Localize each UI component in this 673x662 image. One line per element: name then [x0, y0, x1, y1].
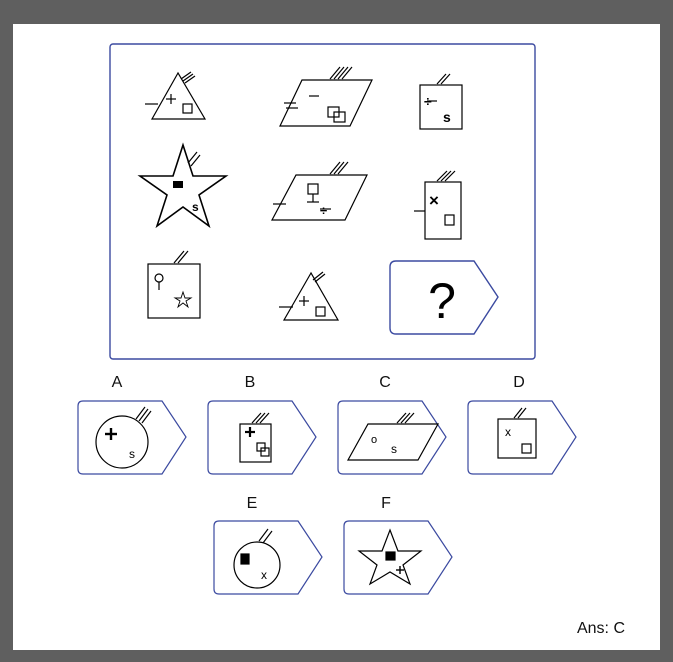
stand-square-icon [307, 183, 319, 203]
star-icon [357, 528, 423, 586]
square-icon [497, 418, 537, 459]
answer-slot[interactable] [389, 260, 499, 335]
option-a-figure [95, 406, 152, 469]
filled-rect-icon [385, 551, 396, 561]
question-mark: ? [428, 273, 456, 329]
stripe-lines [173, 250, 185, 264]
triangle-icon [282, 271, 340, 321]
option-b-card[interactable] [207, 400, 317, 475]
option-e-figure [233, 528, 281, 589]
letter-s-glyph: s [129, 447, 135, 461]
square-icon [444, 214, 455, 226]
option-b-figure [239, 412, 272, 463]
option-d-figure [497, 407, 537, 459]
rectangle-icon [419, 84, 463, 130]
grid-cell-1 [145, 71, 207, 120]
times-glyph: × [429, 191, 439, 210]
letter-x-glyph: x [505, 425, 511, 439]
square-icon [147, 263, 201, 319]
letter-x-glyph: x [261, 568, 267, 582]
puzzle-grid-frame [109, 43, 536, 360]
parallelogram-icon [346, 423, 440, 461]
option-e-card[interactable] [213, 520, 323, 595]
letter-o-glyph: o [371, 434, 377, 446]
filled-rect-icon [240, 553, 250, 565]
option-f-card[interactable] [343, 520, 453, 595]
triangle-icon [150, 71, 207, 120]
option-f-figure [357, 528, 423, 586]
option-d-card[interactable] [467, 400, 577, 475]
stripe-lines [258, 528, 269, 542]
stripe-lines [513, 407, 523, 419]
stripe-lines [187, 151, 198, 164]
letter-s-glyph: s [391, 442, 397, 456]
stripe-lines [180, 71, 192, 80]
option-d-label: D [513, 374, 525, 391]
option-c-card[interactable] [337, 400, 447, 475]
grid-cell-4 [137, 142, 229, 229]
option-a-label: A [112, 374, 123, 391]
paper-sheet [13, 24, 660, 650]
letter-s-glyph: s [443, 109, 451, 125]
parallelogram-icon [279, 79, 373, 127]
pin-icon [154, 273, 164, 290]
grid-cell-3 [419, 73, 463, 130]
stripe-lines [436, 73, 447, 85]
square-icon [182, 103, 193, 114]
stripe-lines [135, 406, 146, 420]
option-c-figure [346, 412, 440, 461]
grid-cell-2 [279, 66, 373, 127]
star-icon [137, 142, 229, 229]
answer-text: Ans: C [577, 620, 625, 637]
rectangle-icon [239, 423, 272, 463]
option-b-label: B [245, 374, 256, 391]
stripe-lines [329, 161, 341, 175]
circle-icon [233, 541, 281, 589]
grid-cell-7 [147, 250, 201, 319]
stripe-lines [251, 412, 262, 424]
square-icon [521, 443, 532, 454]
grid-cell-5 [271, 161, 368, 221]
option-c-label: C [379, 374, 391, 391]
stripe-lines [329, 66, 341, 80]
option-f-label: F [381, 495, 391, 512]
divide-glyph: ÷ [424, 93, 432, 109]
circle-icon [95, 415, 149, 469]
option-a-card[interactable] [77, 400, 187, 475]
filled-rect-icon [173, 181, 183, 188]
parallelogram-icon [271, 174, 368, 221]
small-star-icon [173, 290, 193, 309]
letter-s-glyph: s [192, 200, 199, 214]
grid-cell-6 [414, 170, 462, 240]
grid-cell-8 [279, 271, 340, 321]
divide-glyph: ÷ [320, 203, 327, 218]
stripe-lines [312, 271, 324, 281]
stripe-lines [436, 170, 448, 182]
stripe-lines [396, 412, 407, 424]
square-icon [315, 306, 326, 317]
option-e-label: E [247, 495, 258, 512]
